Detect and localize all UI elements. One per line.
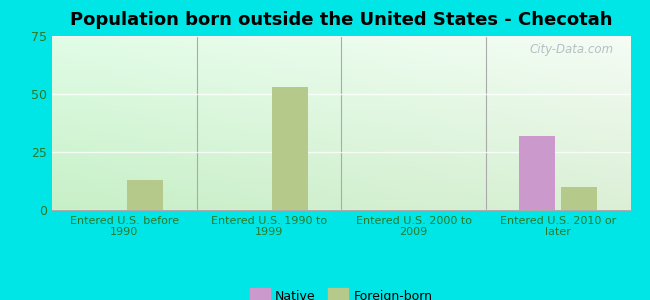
Bar: [561, 187, 597, 210]
Text: City-Data.com: City-Data.com: [529, 43, 613, 56]
Title: Population born outside the United States - Checotah: Population born outside the United State…: [70, 11, 612, 29]
Bar: [519, 136, 555, 210]
Bar: [272, 87, 308, 210]
Bar: [127, 180, 163, 210]
Legend: Native, Foreign-born: Native, Foreign-born: [245, 285, 437, 300]
